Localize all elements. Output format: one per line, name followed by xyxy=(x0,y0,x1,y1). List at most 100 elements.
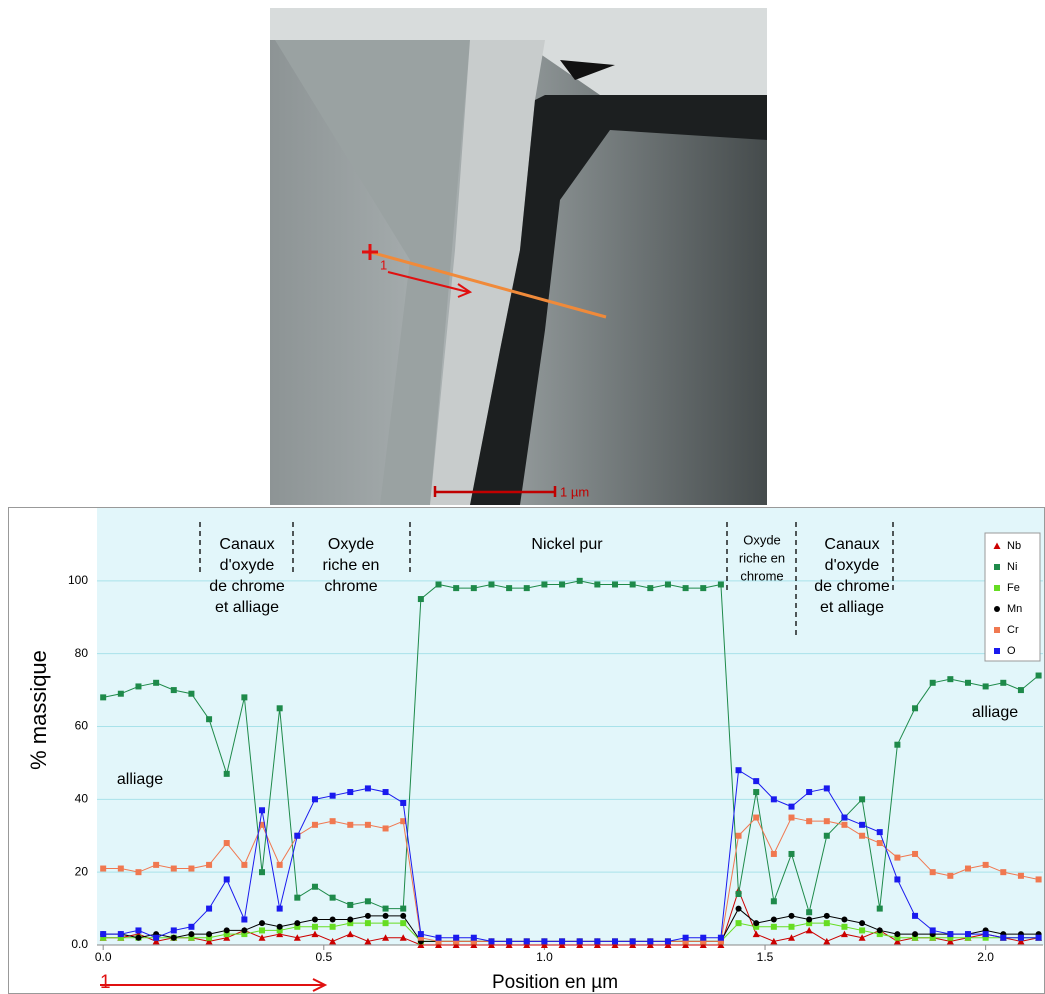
data-point xyxy=(612,581,619,588)
data-point xyxy=(417,931,424,938)
data-point xyxy=(1017,937,1025,945)
data-point xyxy=(806,909,813,916)
legend-marker xyxy=(994,648,1000,654)
data-point xyxy=(841,923,848,930)
data-point xyxy=(329,894,336,901)
data-point xyxy=(1017,934,1024,941)
data-point xyxy=(700,934,707,941)
data-point xyxy=(364,912,371,919)
data-point xyxy=(929,934,936,941)
data-point xyxy=(964,931,971,938)
data-point xyxy=(982,934,989,941)
data-point xyxy=(735,891,742,898)
region-label: d'oxyde xyxy=(825,557,880,574)
crack xyxy=(470,95,767,505)
data-point xyxy=(629,581,636,588)
data-point xyxy=(241,916,248,923)
y-tick-label: 20 xyxy=(75,864,89,878)
data-point xyxy=(382,912,389,919)
series-line xyxy=(103,580,1039,915)
start-arrow xyxy=(100,978,328,992)
data-point xyxy=(682,585,689,592)
data-point xyxy=(241,861,248,868)
data-point xyxy=(153,934,160,941)
data-point xyxy=(541,581,548,588)
region-label: chrome xyxy=(324,578,377,595)
data-point xyxy=(576,941,584,948)
data-point xyxy=(311,923,318,930)
data-point xyxy=(788,850,795,857)
data-point xyxy=(382,825,389,832)
data-point xyxy=(117,690,124,697)
data-point xyxy=(841,821,848,828)
data-point xyxy=(488,581,495,588)
y-tick-label: 100 xyxy=(68,573,88,587)
data-point xyxy=(241,931,248,938)
data-point xyxy=(912,934,919,941)
data-point xyxy=(399,934,407,941)
data-point xyxy=(753,814,760,821)
data-point xyxy=(400,920,407,927)
data-point xyxy=(188,865,195,872)
data-point xyxy=(153,679,160,686)
data-point xyxy=(788,814,795,821)
data-point xyxy=(611,941,619,948)
oxide-channel-left xyxy=(275,40,470,505)
data-point xyxy=(594,581,601,588)
data-point xyxy=(823,937,831,945)
data-point xyxy=(223,840,230,847)
data-point xyxy=(452,941,460,948)
data-point xyxy=(1035,934,1042,941)
data-point xyxy=(470,938,477,945)
data-point xyxy=(664,581,671,588)
data-point xyxy=(135,927,142,934)
data-point xyxy=(170,687,177,694)
data-point xyxy=(276,927,283,934)
data-point xyxy=(276,930,284,938)
data-point xyxy=(576,938,583,945)
data-point xyxy=(912,912,919,919)
data-point xyxy=(1035,672,1042,679)
data-point xyxy=(1000,679,1007,686)
data-point xyxy=(347,920,354,927)
data-point xyxy=(311,916,318,923)
void xyxy=(560,60,615,80)
data-point xyxy=(735,767,742,774)
data-point xyxy=(135,869,142,876)
region-label: Canaux xyxy=(824,536,879,553)
data-point xyxy=(717,934,724,941)
data-point xyxy=(876,905,883,912)
data-point xyxy=(294,832,301,839)
data-point xyxy=(859,821,866,828)
data-point xyxy=(329,792,336,799)
data-point xyxy=(259,869,266,876)
data-point xyxy=(982,931,989,938)
data-point xyxy=(841,916,848,923)
data-point xyxy=(135,683,142,690)
data-point xyxy=(894,931,901,938)
data-point xyxy=(876,840,883,847)
data-point xyxy=(946,937,954,945)
data-point xyxy=(1035,876,1042,883)
data-point xyxy=(276,905,283,912)
data-point xyxy=(188,934,195,941)
data-point xyxy=(717,941,725,948)
data-point xyxy=(259,927,266,934)
data-point xyxy=(329,923,336,930)
data-point xyxy=(646,941,654,948)
series-line xyxy=(103,769,1039,942)
data-point xyxy=(259,920,266,927)
scan-label: 1 xyxy=(380,257,387,272)
data-point xyxy=(206,905,213,912)
data-point xyxy=(699,941,707,948)
data-point xyxy=(364,821,371,828)
data-point xyxy=(259,821,266,828)
region-label: riche en xyxy=(739,550,785,565)
region-label: de chrome xyxy=(209,578,285,595)
region-label: et alliage xyxy=(820,599,884,616)
data-point xyxy=(629,941,637,948)
data-point xyxy=(346,930,354,938)
data-point xyxy=(453,938,460,945)
data-point xyxy=(453,585,460,592)
legend-marker xyxy=(994,627,1000,633)
